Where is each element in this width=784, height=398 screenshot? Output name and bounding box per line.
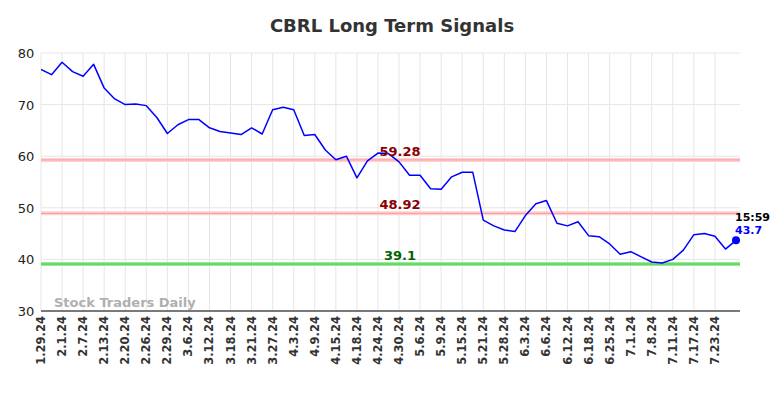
grid-line: [104, 53, 105, 311]
grid-line: [335, 53, 336, 311]
grid-line: [272, 53, 273, 311]
x-tick-label: 4.15.24: [329, 316, 343, 365]
price-line: [41, 62, 736, 263]
x-tick-label: 4.24.24: [371, 316, 385, 365]
y-tick-label: 80: [18, 46, 35, 61]
x-tick-label: 7.1.24: [624, 316, 638, 357]
x-tick-label: 3.12.24: [202, 316, 216, 365]
x-tick-label: 2.7.24: [76, 316, 90, 357]
grid-line: [146, 53, 147, 311]
grid-line: [609, 53, 610, 311]
grid-line: [714, 53, 715, 311]
grid-line: [356, 53, 357, 311]
grid-line: [441, 53, 442, 311]
grid-line: [672, 53, 673, 311]
y-tick-label: 50: [18, 201, 35, 216]
x-tick-label: 6.6.24: [539, 316, 553, 357]
watermark: Stock Traders Daily: [54, 295, 196, 310]
x-tick-label: 7.8.24: [645, 316, 659, 357]
x-tick-label: 5.21.24: [476, 316, 490, 365]
x-tick-label: 6.12.24: [561, 316, 575, 365]
title: CBRL Long Term Signals: [270, 15, 514, 36]
grid-line: [399, 53, 400, 311]
grid-line: [504, 53, 505, 311]
y-tick-label: 60: [18, 149, 35, 164]
x-tick-label: 2.29.24: [160, 316, 174, 365]
grid-line: [630, 53, 631, 311]
grid-line: [693, 53, 694, 311]
x-tick-label: 7.17.24: [687, 316, 701, 365]
grid-line: [293, 53, 294, 311]
grid-line: [651, 53, 652, 311]
level-line: [41, 264, 740, 265]
x-tick-label: 4.3.24: [287, 316, 301, 357]
grid-line: [377, 53, 378, 311]
grid-line: [483, 53, 484, 311]
x-tick-label: 7.23.24: [708, 316, 722, 365]
x-tick-label: 2.26.24: [139, 316, 153, 365]
x-tick-label: 5.6.24: [413, 316, 427, 357]
grid-line: [546, 53, 547, 311]
grid-line: [41, 53, 42, 311]
x-tick-label: 6.25.24: [603, 316, 617, 365]
grid-line: [125, 53, 126, 311]
y-tick-label: 70: [18, 98, 35, 113]
grid-line: [314, 53, 315, 311]
last-point: [732, 236, 740, 244]
x-tick-label: 4.30.24: [392, 316, 406, 365]
grid-line: [188, 53, 189, 311]
grid-line: [420, 53, 421, 311]
x-tick-label: 6.18.24: [582, 316, 596, 365]
chart: CBRL Long Term Signals 30 40 50 60 70 80 1.29.2…: [0, 0, 784, 398]
grid-line: [525, 53, 526, 311]
level-line: [41, 159, 740, 160]
level-label: 59.28: [379, 144, 420, 159]
grid-line: [251, 53, 252, 311]
x-tick-label: 2.13.24: [97, 316, 111, 365]
grid-line: [62, 53, 63, 311]
grid-line: [41, 311, 740, 312]
x-tick-label: 4.9.24: [308, 316, 322, 357]
x-axis: [41, 311, 740, 312]
x-tick-label: 5.28.24: [497, 316, 511, 365]
x-tick-label: 1.29.24: [34, 316, 48, 365]
x-tick-label: 5.15.24: [455, 316, 469, 365]
grid-line: [83, 53, 84, 311]
x-tick-label: 7.11.24: [666, 316, 680, 365]
x-tick-label: 2.20.24: [118, 316, 132, 365]
x-tick-label: 3.27.24: [266, 316, 280, 365]
grid-line: [567, 53, 568, 311]
plot-area: [41, 62, 740, 264]
grid-line: [230, 53, 231, 311]
y-tick-label: 40: [18, 252, 35, 267]
level-label: 39.1: [384, 248, 416, 263]
grid-line: [462, 53, 463, 311]
grid-line: [167, 53, 168, 311]
x-tick-label: 3.21.24: [245, 316, 259, 365]
last-value: 43.7: [735, 224, 762, 237]
x-tick-label: 4.18.24: [350, 316, 364, 365]
x-tick-label: 3.6.24: [181, 316, 195, 357]
level-label: 48.92: [379, 197, 420, 212]
x-tick-label: 6.3.24: [518, 316, 532, 357]
level-line: [41, 213, 740, 214]
x-tick-label: 5.9.24: [434, 316, 448, 357]
grid-line: [209, 53, 210, 311]
grid-line: [588, 53, 589, 311]
last-time: 15:59: [735, 211, 770, 224]
grid: [41, 53, 740, 311]
x-tick-label: 3.18.24: [224, 316, 238, 365]
x-tick-label: 2.1.24: [55, 316, 69, 357]
y-tick-label: 30: [18, 304, 35, 319]
